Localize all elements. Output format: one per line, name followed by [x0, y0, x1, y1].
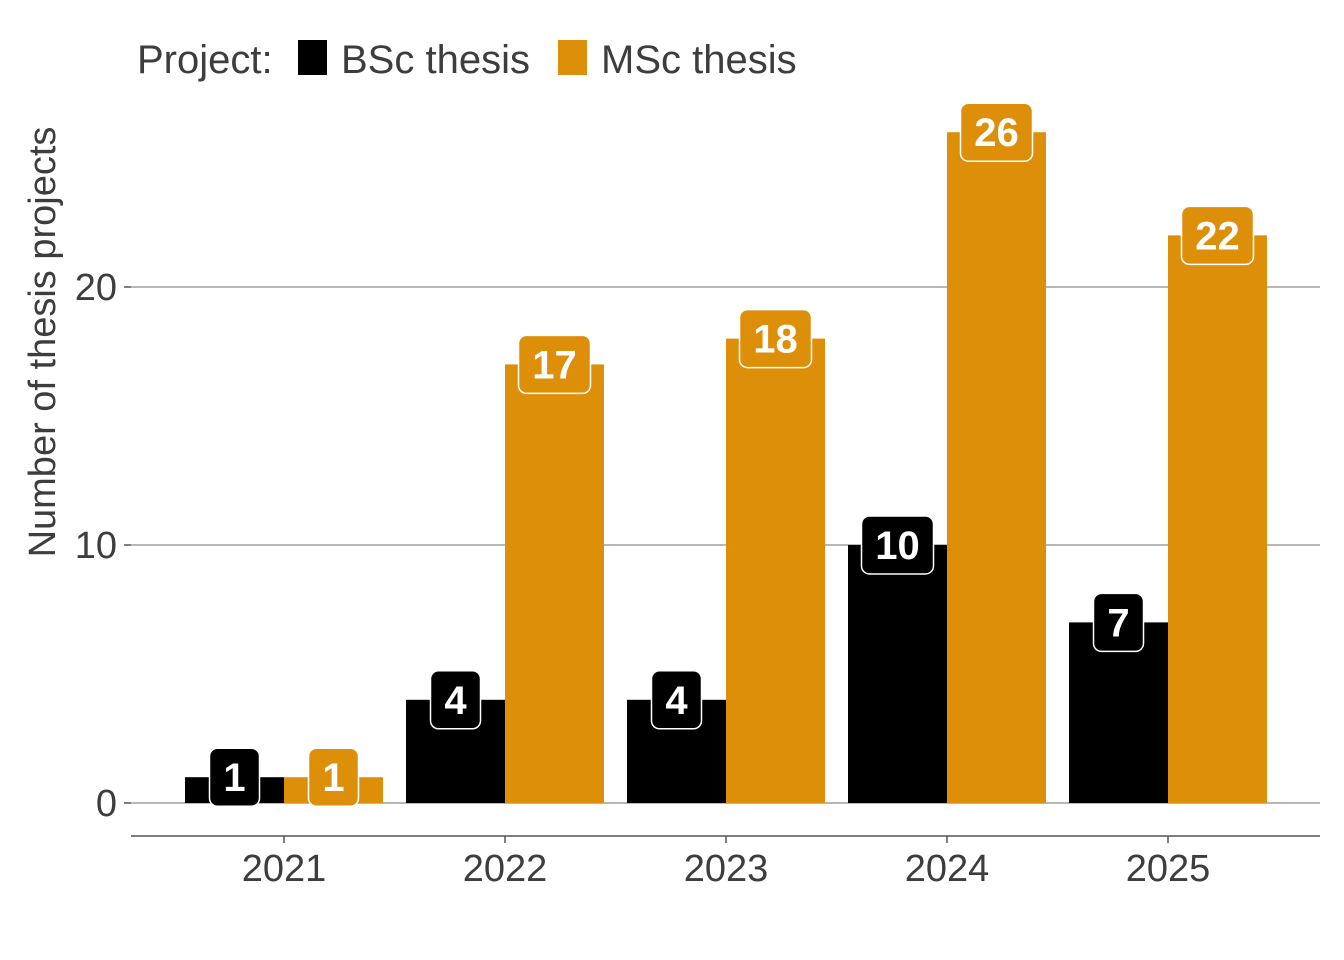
data-label-text: 10: [875, 524, 920, 568]
y-tick-label: 20: [75, 267, 117, 309]
bar-bsc: [1069, 622, 1168, 803]
x-tick-label: 2023: [684, 848, 769, 890]
legend-swatch-bsc: [298, 40, 327, 75]
legend-swatch-msc: [558, 40, 587, 75]
x-tick-label: 2024: [905, 848, 990, 890]
data-label-text: 18: [753, 318, 798, 362]
data-label: 4: [650, 670, 703, 730]
data-label-text: 4: [444, 679, 467, 723]
data-label-box: [517, 334, 592, 395]
bar-msc: [947, 132, 1046, 803]
x-tick-label: 2025: [1126, 848, 1211, 890]
bar-labels: 1 4 4 10 7 1 17 18 26 22: [208, 102, 1255, 807]
data-label-box: [959, 102, 1034, 162]
x-tick-label: 2022: [463, 848, 548, 890]
data-label-text: 4: [665, 679, 688, 723]
y-ticks: 0 10 20: [75, 267, 131, 825]
bars: [185, 132, 1267, 803]
x-ticks: 2021 2022 2023 2024 2025: [242, 836, 1211, 890]
y-axis-label: Number of thesis projects: [22, 127, 64, 558]
data-label: 1: [208, 747, 261, 807]
data-label-box: [738, 308, 813, 369]
data-label: 22: [1180, 205, 1255, 266]
legend-label-bsc: BSc thesis: [341, 38, 530, 82]
legend-label-msc: MSc thesis: [601, 38, 797, 82]
bar-msc: [726, 338, 825, 803]
data-label-text: 22: [1195, 214, 1240, 258]
data-label-box: [1180, 205, 1255, 266]
legend: Project: BSc thesis MSc thesis: [137, 38, 797, 82]
data-label-box: [650, 670, 703, 730]
data-label: 10: [860, 515, 935, 575]
data-label-box: [1092, 592, 1145, 653]
legend-title: Project:: [137, 38, 273, 82]
data-label-box: [429, 670, 482, 730]
data-label: 18: [738, 308, 813, 369]
y-tick-label: 0: [96, 783, 117, 825]
bar-msc: [505, 364, 604, 803]
data-label-text: 26: [974, 111, 1019, 155]
y-tick-label: 10: [75, 525, 117, 567]
data-label: 7: [1092, 592, 1145, 653]
data-label-text: 1: [322, 756, 344, 800]
data-label-text: 1: [223, 756, 245, 800]
data-label: 1: [307, 747, 360, 807]
data-label-box: [307, 747, 360, 807]
data-label-text: 7: [1107, 601, 1129, 645]
data-label: 26: [959, 102, 1034, 162]
data-label-text: 17: [532, 343, 577, 387]
data-label-box: [860, 515, 935, 575]
data-label: 4: [429, 670, 482, 730]
data-label: 17: [517, 334, 592, 395]
bar-bsc: [848, 545, 947, 803]
data-label-box: [208, 747, 261, 807]
bar-msc: [1168, 235, 1267, 803]
x-tick-label: 2021: [242, 848, 327, 890]
